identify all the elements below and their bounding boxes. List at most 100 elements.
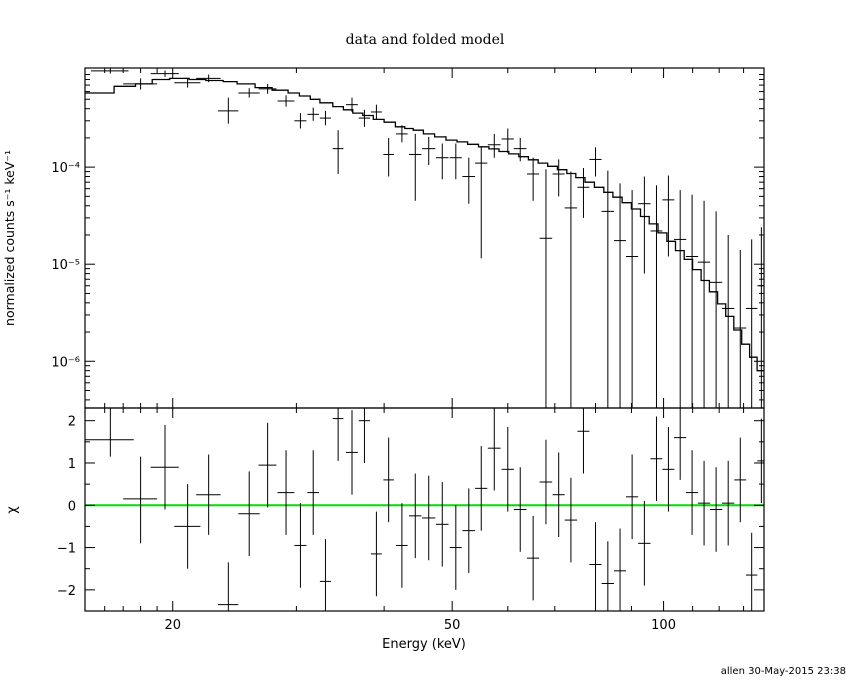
residual-data-point: [409, 473, 422, 559]
residual-data-point: [745, 532, 758, 611]
residual-data-point: [174, 484, 201, 569]
x-tick-labels: 20 50 100: [164, 618, 676, 633]
spectrum-data-point: [123, 78, 158, 90]
residual-y-tick-label: 2: [68, 415, 76, 430]
residual-data-point: [238, 471, 260, 557]
residual-data-point: [539, 439, 553, 525]
spectrum-data-point: [396, 125, 408, 143]
residual-data-point: [650, 416, 663, 502]
residual-frame: [84, 407, 765, 612]
residual-data-point: [370, 511, 382, 597]
residual-data-point: [757, 418, 764, 504]
residual-axis-ticks: 2 1 0 −1 −2: [57, 408, 764, 612]
spectrum-data-point: [734, 250, 747, 408]
residual-data-point: [435, 482, 449, 567]
residual-data-point: [319, 539, 331, 611]
spectrum-data-point: [589, 147, 602, 177]
spectrum-data-point: [358, 109, 371, 127]
spectrum-data-point: [650, 185, 663, 408]
residual-data-point: [552, 452, 565, 537]
spectrum-data-point: [307, 107, 319, 121]
residual-data-point: [614, 528, 626, 611]
spectrum-data-point: [294, 113, 307, 129]
residual-y-tick-label: −2: [57, 584, 76, 599]
spectrum-data-point: [370, 104, 382, 120]
spectrum-data-point: [625, 190, 639, 408]
spectrum-data-point: [475, 147, 488, 259]
residual-data-points: [85, 408, 764, 611]
spectrum-data-point: [697, 200, 711, 408]
residual-data-point: [150, 424, 179, 510]
spectrum-data-point: [383, 137, 394, 177]
residual-y-tick-label: 0: [68, 499, 76, 514]
x-tick-label: 20: [164, 618, 181, 633]
residual-data-point: [346, 410, 358, 495]
spectrum-frame: [84, 67, 765, 409]
spectrum-y-axis-label: normalized counts s⁻¹ keV⁻¹: [2, 150, 17, 326]
spectrum-data-point: [638, 176, 651, 274]
spectrum-data-point: [217, 97, 239, 124]
spectrum-data-point: [422, 136, 436, 166]
residual-data-point: [277, 450, 295, 535]
chart-title: data and folded model: [346, 32, 505, 48]
residual-data-point: [196, 454, 221, 535]
residual-data-point: [601, 541, 615, 611]
residual-data-point: [475, 446, 488, 531]
spectrum-data-point: [564, 171, 578, 408]
spectrum-data-point: [487, 133, 501, 158]
residual-data-point: [383, 437, 394, 523]
residual-data-point: [734, 437, 747, 523]
spectrum-data-point: [277, 95, 295, 107]
x-axis-label: Energy (keV): [382, 637, 466, 652]
residual-data-point: [674, 408, 687, 480]
model-step-line: [85, 77, 764, 372]
residual-data-point: [577, 408, 590, 474]
spectrum-y-tick-label: 10⁻⁶: [51, 355, 80, 370]
spectrum-data-point: [757, 227, 764, 408]
spectrum-data-point: [552, 159, 565, 197]
residual-data-point: [564, 477, 578, 563]
residual-data-point: [307, 450, 319, 535]
residual-y-tick-label: −1: [57, 542, 76, 557]
residual-data-point: [709, 467, 723, 552]
spectrum-y-tick-label: 10⁻⁴: [51, 161, 80, 176]
spectrum-data-point: [238, 88, 260, 98]
spectrum-data-point: [435, 143, 449, 180]
residual-data-point: [217, 562, 239, 611]
residual-data-point: [396, 503, 408, 588]
spectrum-y-tick-label: 10⁻⁵: [51, 258, 80, 273]
spectrum-data-point: [721, 234, 735, 408]
residual-y-axis-label: χ: [5, 506, 20, 514]
residual-y-tick-label: 1: [68, 457, 76, 472]
spectrum-data-point: [709, 211, 723, 408]
x-tick-label: 50: [444, 618, 461, 633]
spectrum-data-point: [513, 137, 527, 162]
spectrum-data-point: [409, 133, 422, 201]
residual-panel: 2 1 0 −1 −2: [57, 407, 765, 612]
spectrum-data-point: [601, 170, 615, 408]
footer-stamp: allen 30-May-2015 23:38: [721, 666, 846, 677]
spectrum-data-point: [449, 143, 462, 180]
spectrum-data-point: [501, 128, 514, 153]
spectrum-axis-ticks: 10⁻⁴ 10⁻⁵ 10⁻⁶: [51, 68, 764, 408]
residual-data-point: [638, 501, 651, 586]
residual-data-point: [625, 454, 639, 540]
residual-data-point: [721, 460, 735, 546]
spectrum-data-points: [91, 68, 764, 408]
residual-data-point: [462, 488, 476, 573]
residual-data-point: [662, 427, 675, 512]
residual-data-point: [589, 522, 602, 607]
spectrum-data-point: [196, 74, 221, 83]
residual-data-point: [501, 427, 514, 512]
x-tick-label: 100: [651, 618, 676, 633]
residual-data-point: [449, 505, 462, 590]
residual-data-point: [685, 450, 699, 535]
spectrum-data-point: [674, 190, 687, 408]
residual-data-point: [513, 467, 527, 552]
spectrum-data-point: [685, 194, 699, 408]
spectrum-data-point: [91, 68, 129, 74]
spectrum-data-point: [174, 77, 201, 88]
residual-data-point: [358, 408, 371, 463]
residual-data-point: [487, 408, 501, 491]
residual-data-point: [422, 475, 436, 561]
